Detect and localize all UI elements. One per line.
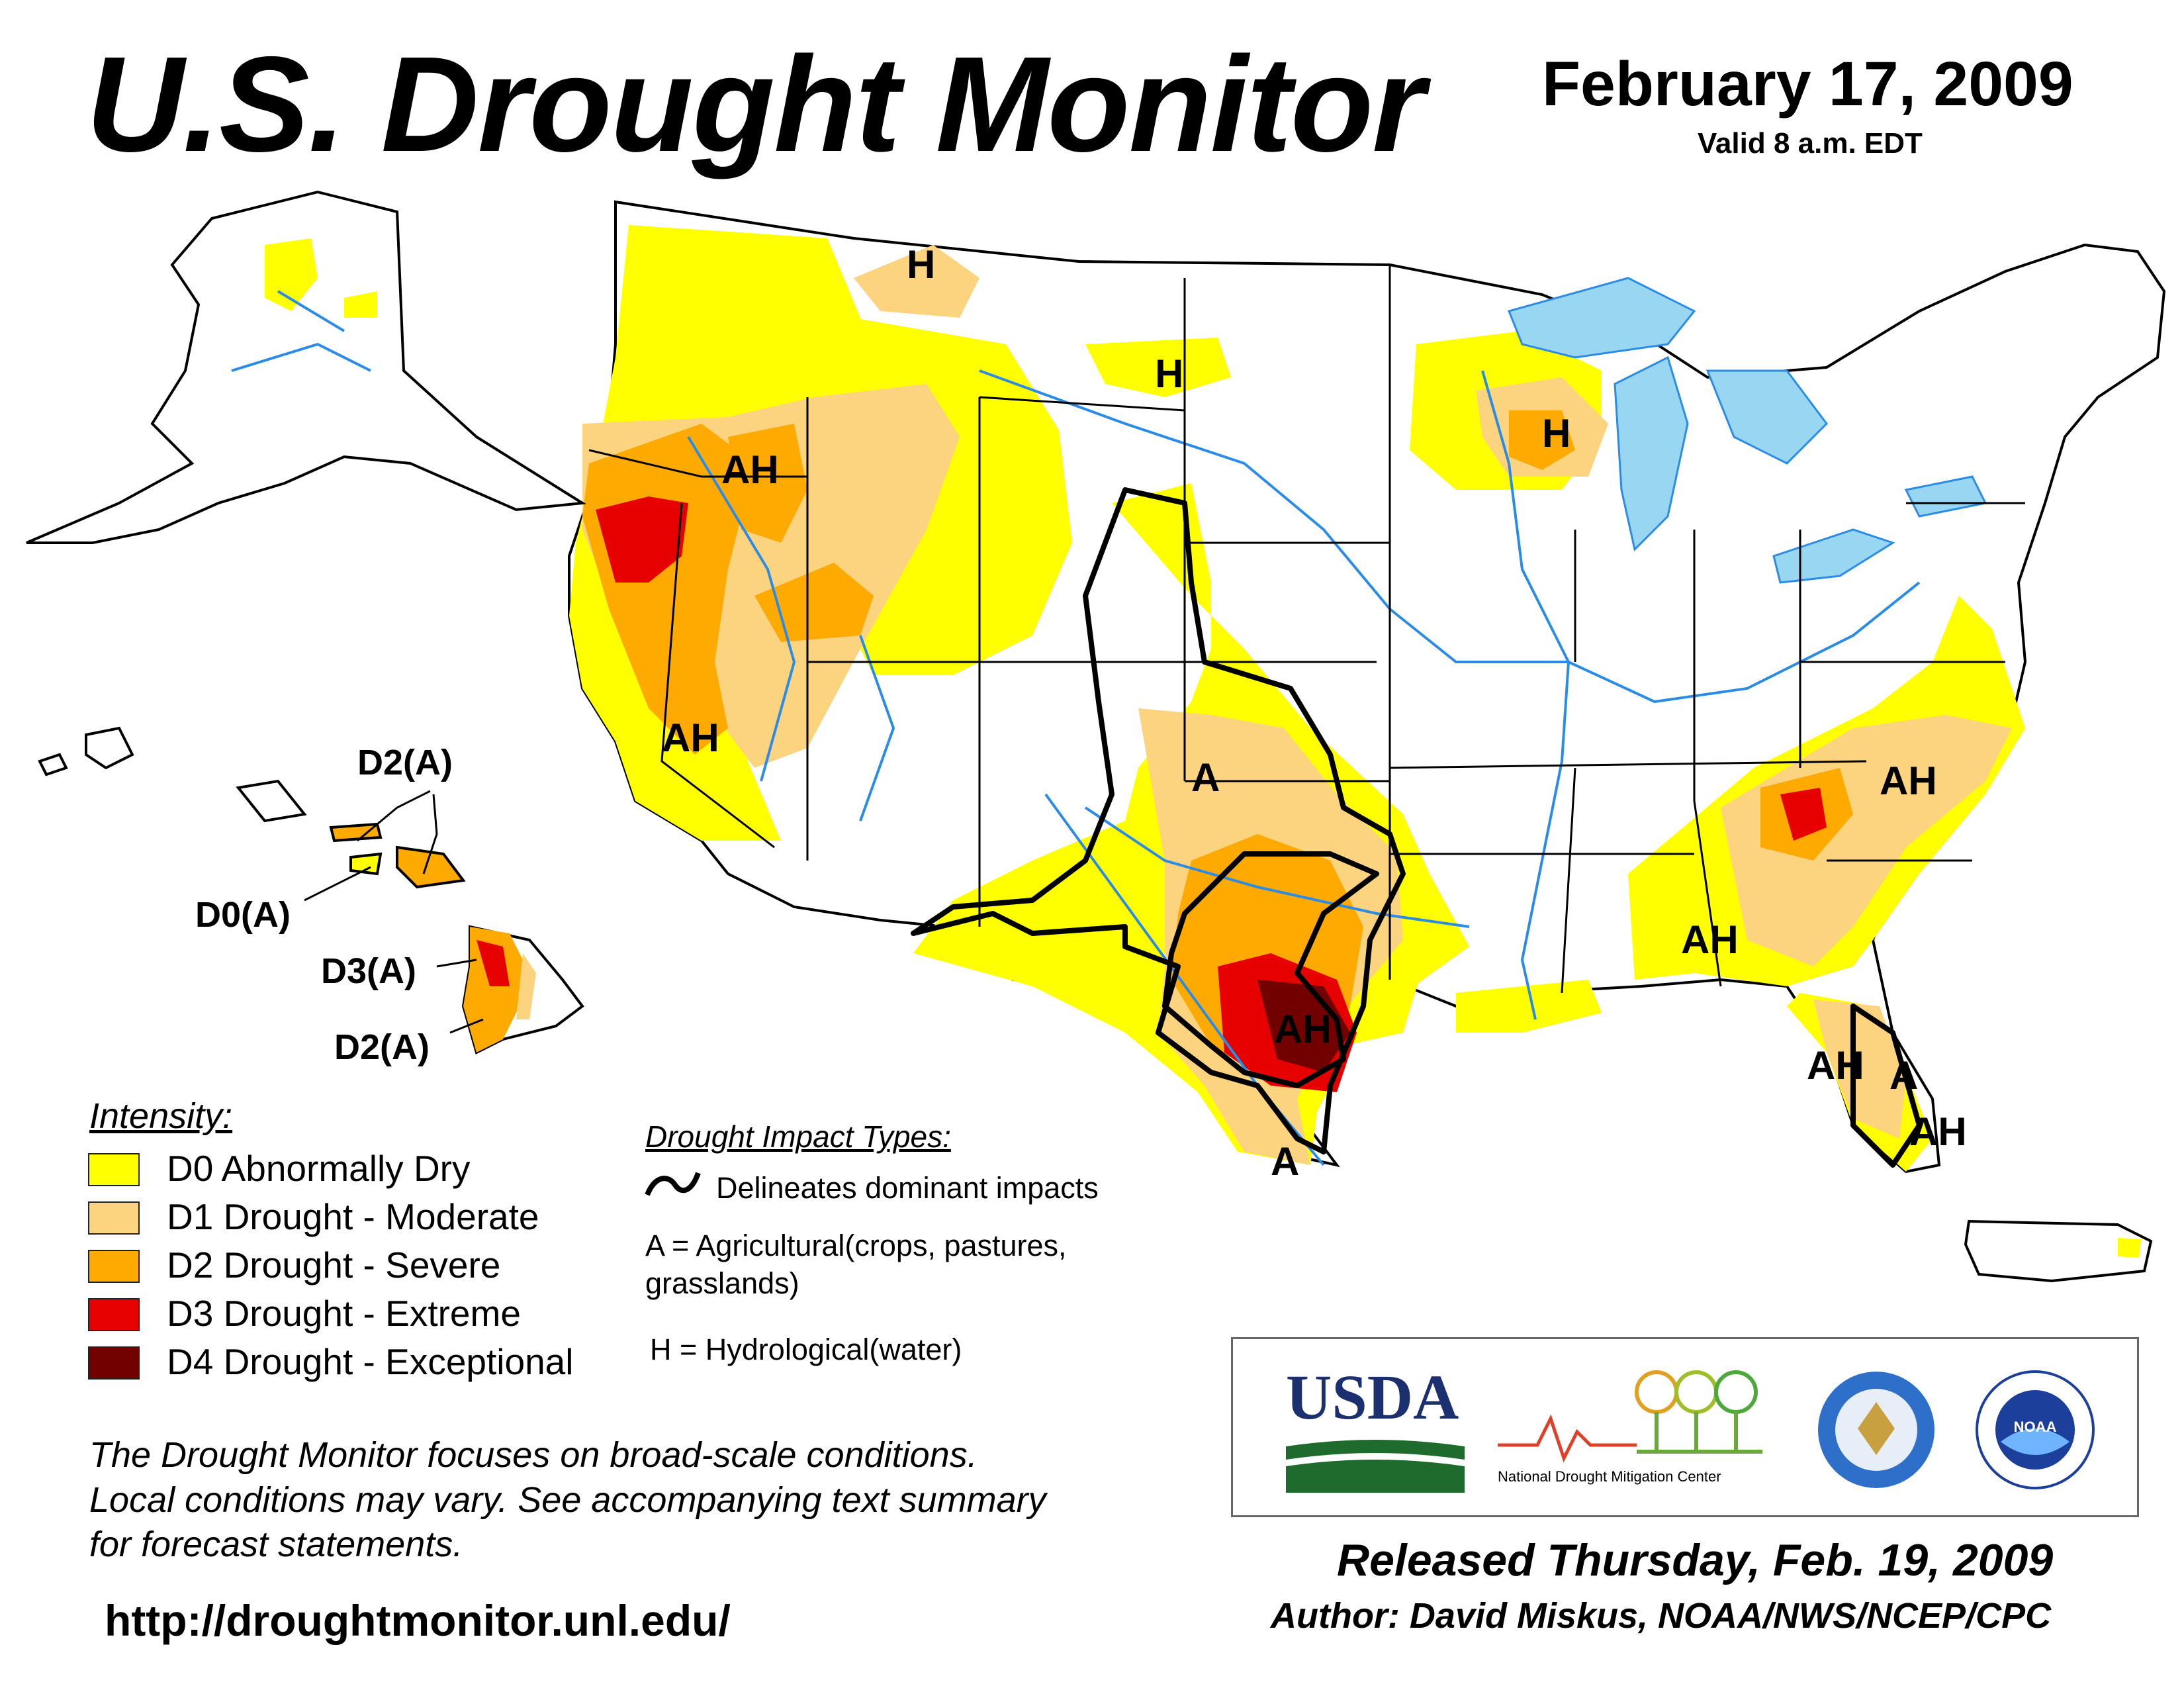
legend-label-d1: D1 Drought - Moderate xyxy=(167,1196,539,1237)
agency-logos: USDA National Drought Mitigation Center … xyxy=(1231,1337,2139,1517)
legend-swatch-d3 xyxy=(88,1298,140,1331)
alaska-d0 xyxy=(265,238,318,311)
website-url[interactable]: http://droughtmonitor.unl.edu/ xyxy=(105,1596,731,1645)
hawaii-label-d2-big-island: D2(A) xyxy=(334,1027,430,1067)
impact-label-ah-california: AH xyxy=(662,716,719,760)
ndmc-center: Drought Mitigation Center xyxy=(1555,1468,1721,1485)
disclaimer-note: The Drought Monitor focuses on broad-sca… xyxy=(89,1433,1201,1568)
impact-label-h-dakota: H xyxy=(1155,352,1184,396)
hawaii-label-d0-molokai: D0(A) xyxy=(195,895,291,935)
legend-label-d2: D2 Drought - Severe xyxy=(167,1244,501,1286)
impact-label-a-kansas: A xyxy=(1191,755,1220,800)
legend-label-d0: D0 Abnormally Dry xyxy=(167,1148,471,1189)
puerto-rico xyxy=(1964,1219,2153,1283)
impact-label-a-florida: A xyxy=(1889,1053,1919,1098)
legend-title: Intensity: xyxy=(89,1096,233,1136)
ndmc-national: National xyxy=(1498,1468,1551,1485)
impact-label-ah-carolina: AH xyxy=(1880,759,1937,803)
legend-label-d4: D4 Drought - Exceptional xyxy=(167,1341,574,1382)
rivers xyxy=(687,369,1921,1166)
impact-label-ah-oregon: AH xyxy=(721,447,779,492)
impact-lines xyxy=(911,487,1922,1168)
note-line-1: The Drought Monitor focuses on broad-sca… xyxy=(89,1435,978,1475)
usda-logo: USDA xyxy=(1286,1366,1465,1498)
alaska-rivers xyxy=(231,290,371,372)
note-line-2: Local conditions may vary. See accompany… xyxy=(89,1479,1046,1520)
ndmc-text: National Drought Mitigation Center xyxy=(1498,1468,1721,1485)
d4-area xyxy=(1257,980,1350,1072)
impact-label-h-montana: H xyxy=(907,242,936,287)
ndmc-trees-icon xyxy=(1498,1370,1762,1463)
noaa-seal-icon: NOAA xyxy=(1976,1370,2095,1489)
impact-line-symbol xyxy=(645,1172,701,1196)
map-date: February 17, 2009 xyxy=(1542,49,2073,119)
legend-swatch-d2 xyxy=(88,1250,140,1283)
legend-swatch-d0 xyxy=(88,1153,140,1186)
great-lakes xyxy=(1507,277,1987,584)
impact-label-ah-texas: AH xyxy=(1274,1007,1332,1051)
impact-label-a-south-texas: A xyxy=(1271,1139,1300,1184)
author: Author: David Miskus, NOAA/NWS/NCEP/CPC xyxy=(1271,1596,2052,1636)
hawaii-label-d3-big-island: D3(A) xyxy=(321,951,416,991)
legend-label-d3: D3 Drought - Extreme xyxy=(167,1293,521,1334)
map-title: U.S. Drought Monitor xyxy=(86,28,1425,180)
alaska xyxy=(26,190,587,544)
note-line-3: for forecast statements. xyxy=(89,1524,463,1564)
hawaii-label-d2-maui: D2(A) xyxy=(357,743,453,782)
impact-agricultural-line2: grasslands) xyxy=(645,1266,799,1300)
alaska-d0-east xyxy=(344,291,377,318)
usda-stripes xyxy=(1286,1440,1465,1493)
impact-hydrological: H = Hydrological(water) xyxy=(650,1333,962,1366)
state-borders xyxy=(588,265,2025,994)
impact-types-title: Drought Impact Types: xyxy=(645,1119,951,1154)
impact-label-ah-alabama: AH xyxy=(1681,917,1739,962)
usda-logo-text: USDA xyxy=(1286,1362,1459,1432)
doc-seal-icon xyxy=(1818,1372,1934,1488)
puerto-rico-d0 xyxy=(2118,1238,2141,1258)
legend-swatch-d1 xyxy=(88,1201,140,1235)
impact-delineates: Delineates dominant impacts xyxy=(716,1171,1099,1205)
impact-agricultural-line1: A = Agricultural(crops, pastures, xyxy=(645,1229,1067,1262)
impact-label-h-wisconsin: H xyxy=(1542,411,1571,455)
valid-time: Valid 8 a.m. EDT xyxy=(1698,127,1923,160)
ndmc-logo: National Drought Mitigation Center xyxy=(1498,1366,1776,1498)
impact-label-ah-florida-south: AH xyxy=(1909,1109,1967,1154)
noaa-text: NOAA xyxy=(2014,1419,2057,1435)
legend-swatch-d4 xyxy=(88,1346,140,1380)
impact-label-ah-florida-west: AH xyxy=(1807,1043,1864,1088)
hawaii xyxy=(38,726,584,1055)
release-date: Released Thursday, Feb. 19, 2009 xyxy=(1337,1535,2054,1585)
